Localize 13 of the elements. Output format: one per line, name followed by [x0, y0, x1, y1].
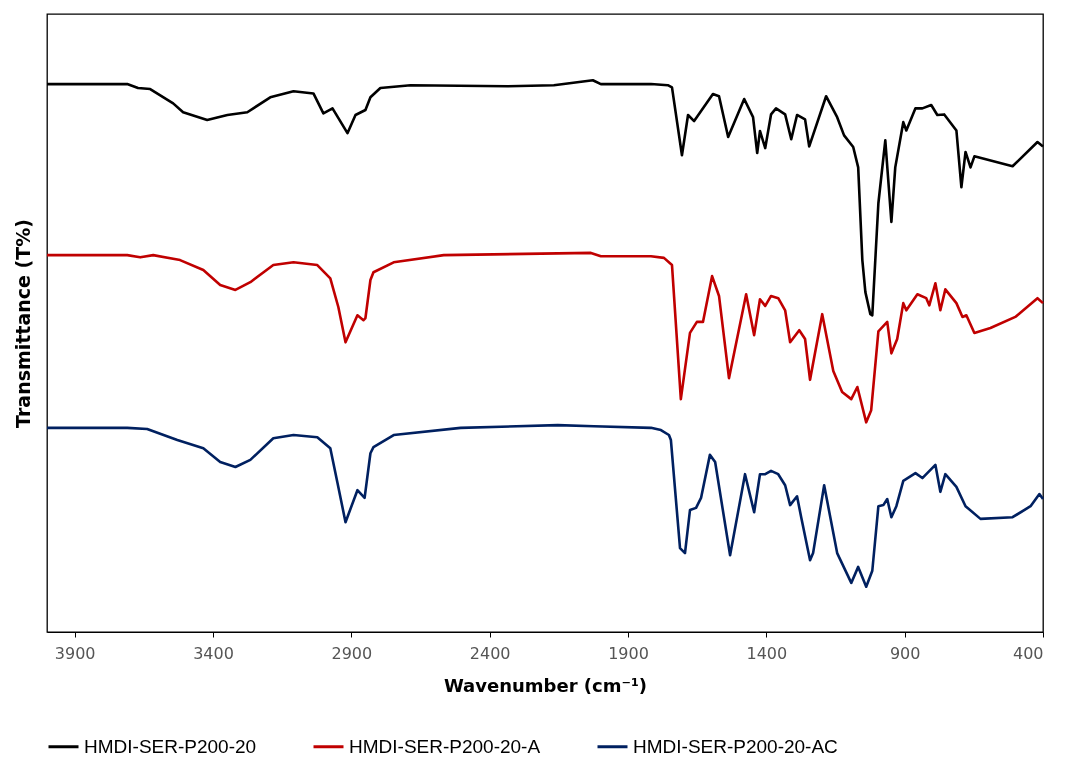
x-tick-label: 2900	[331, 643, 373, 663]
x-tick-label: 3400	[193, 643, 234, 663]
x-tick-label: 1900	[608, 643, 649, 663]
x-tick-label: 2400	[469, 643, 511, 663]
x-tick-label: 900	[889, 643, 921, 663]
x-tick-label: 400	[1012, 643, 1044, 663]
x-tick-label: 1400	[746, 643, 788, 663]
y-axis-title: Transmittance (T%)	[11, 219, 34, 428]
x-tick-label: 3900	[54, 643, 96, 663]
legend-label: HMDI-SER-P200-20-AC	[633, 735, 838, 757]
x-axis-title: Wavenumber (cm⁻¹)	[443, 674, 648, 696]
legend-label: HMDI-SER-P200-20	[84, 735, 257, 757]
legend-label: HMDI-SER-P200-20-A	[349, 735, 541, 757]
